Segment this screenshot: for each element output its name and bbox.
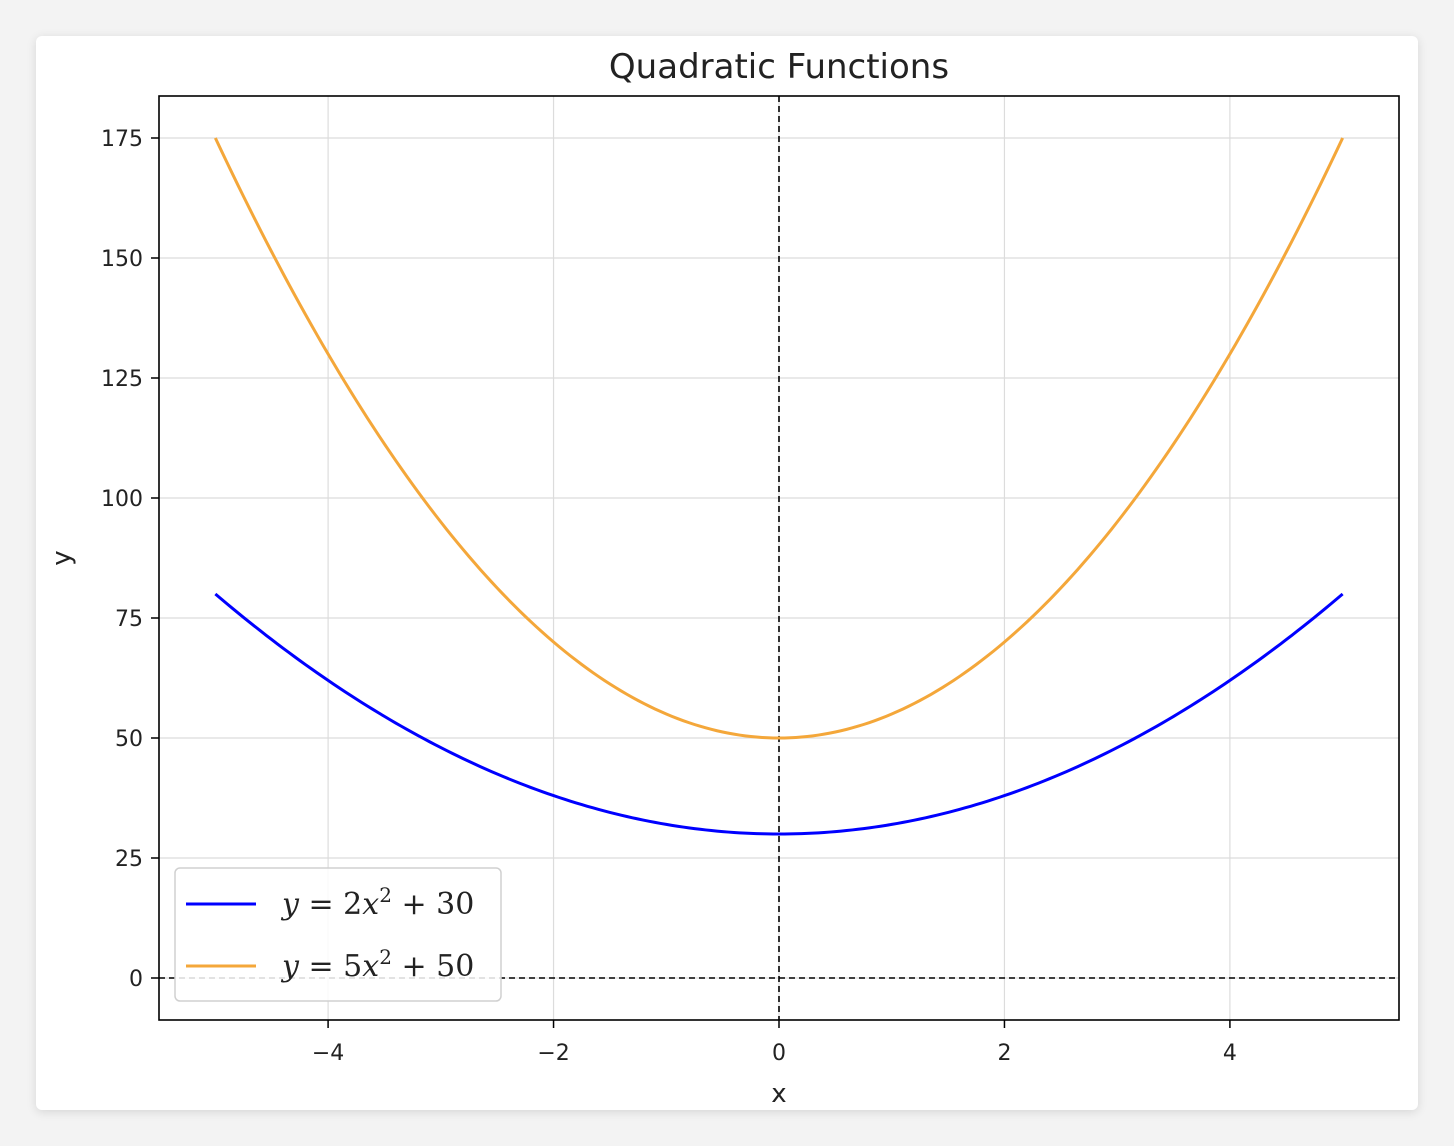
x-ticks: −4 −2 0 2 4	[312, 1020, 1237, 1066]
legend-exp: 2	[379, 945, 392, 969]
legend-rest: + 50	[392, 949, 474, 984]
legend-equals: =	[299, 887, 343, 922]
x-tick-label-1: −2	[537, 1041, 569, 1066]
legend: y = 2x2 + 30y = 5x2 + 50	[174, 867, 502, 1002]
x-axis-label: x	[771, 1079, 786, 1109]
legend-lhs: y	[280, 887, 300, 922]
legend-exp: 2	[379, 883, 392, 907]
x-tick-label-4: 4	[1223, 1041, 1237, 1066]
y-tick-label-1: 25	[115, 847, 143, 872]
legend-coef: 2	[343, 887, 362, 922]
y-axis-label: y	[47, 550, 77, 565]
series-line-2	[214, 137, 1344, 740]
legend-lhs: y	[280, 949, 300, 984]
legend-box	[174, 867, 502, 1002]
y-tick-label-7: 175	[101, 127, 143, 152]
chart-title: Quadratic Functions	[609, 47, 949, 87]
y-tick-label-3: 75	[115, 607, 143, 632]
y-tick-label-0: 0	[129, 967, 143, 992]
legend-var: x	[362, 949, 379, 984]
x-tick-label-2: 0	[772, 1041, 786, 1066]
x-tick-label-0: −4	[312, 1041, 344, 1066]
y-ticks: 0 25 50 75 100 125 150 175	[101, 127, 159, 992]
y-tick-label-6: 150	[101, 247, 143, 272]
legend-var: x	[362, 887, 379, 922]
series-line-1	[214, 592, 1344, 836]
legend-equals: =	[299, 949, 343, 984]
y-tick-label-5: 125	[101, 367, 143, 392]
legend-rest: + 30	[392, 887, 474, 922]
series-lines	[214, 137, 1344, 836]
x-tick-label-3: 2	[997, 1041, 1011, 1066]
y-tick-label-2: 50	[115, 727, 143, 752]
legend-coef: 5	[343, 949, 362, 984]
reference-lines	[159, 96, 1399, 1020]
legend-label-1: y = 2x2 + 30	[280, 883, 474, 922]
y-tick-label-4: 100	[101, 487, 143, 512]
legend-label-2: y = 5x2 + 50	[280, 945, 474, 984]
